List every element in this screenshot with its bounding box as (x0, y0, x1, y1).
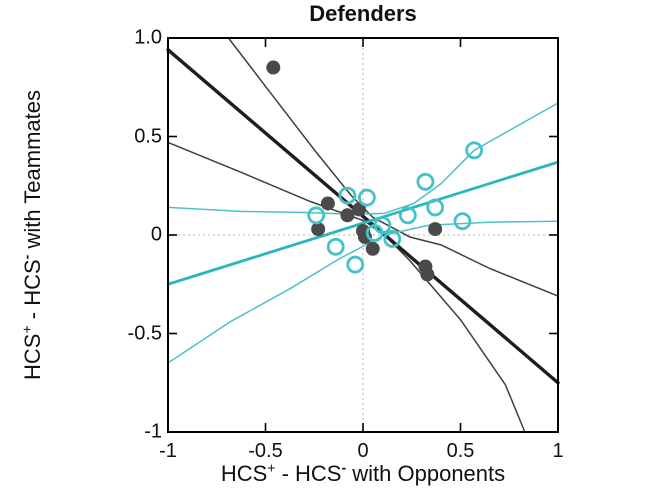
chart-title: Defenders (309, 1, 417, 26)
x-axis-label-sup-minus: - (341, 459, 347, 476)
teal-open-point (383, 230, 402, 248)
teal-open-point (307, 206, 326, 225)
teal-fit-ci-upper (167, 102, 559, 216)
x-axis-label-part1: HCS (220, 461, 268, 486)
y-tick-label: -0.5 (127, 322, 162, 344)
y-tick-label: 1.0 (134, 26, 162, 49)
teal-open-point (453, 212, 472, 231)
dark-filled-point (266, 60, 281, 75)
y-tick-label: 0 (150, 223, 162, 246)
dark-filled-point (365, 241, 380, 256)
teal-open-point (338, 186, 357, 205)
dark-filled-point (311, 222, 326, 237)
x-axis-label: HCS+ - HCS- with Opponents (143, 461, 583, 487)
black-fit-line (166, 48, 560, 385)
teal-open-point (373, 216, 392, 235)
black-fit-ci-upper (227, 37, 559, 297)
x-axis-label-part2: - HCS (275, 461, 342, 486)
teal-open-point (426, 198, 445, 217)
x-axis-label-sup-plus: + (267, 459, 276, 476)
x-tick-label: -1 (159, 440, 177, 462)
teal-open-point (398, 206, 417, 225)
teal-fit-ci-lower (167, 220, 559, 364)
black-fit-ci-lower (167, 141, 526, 433)
dark-filled-point (320, 196, 335, 211)
y-tick-label: -1 (144, 420, 162, 443)
dark-filled-point (352, 202, 367, 217)
x-tick-label: -0.5 (248, 440, 283, 462)
teal-open-point (416, 172, 435, 191)
teal-open-point (357, 188, 376, 207)
dark-filled-point (428, 222, 443, 237)
y-tick-label: 0.5 (134, 125, 162, 147)
dark-filled-point (420, 267, 435, 282)
x-tick-label: 0 (357, 440, 369, 462)
teal-open-point (326, 237, 345, 256)
dark-filled-point (340, 208, 355, 223)
x-tick-label: 1 (552, 440, 564, 462)
x-axis-label-part3: with Opponents (346, 461, 506, 486)
teal-open-point (465, 141, 484, 160)
teal-open-point (346, 255, 365, 274)
x-tick-label: 0.5 (446, 440, 475, 462)
teal-fit-line (166, 160, 560, 286)
